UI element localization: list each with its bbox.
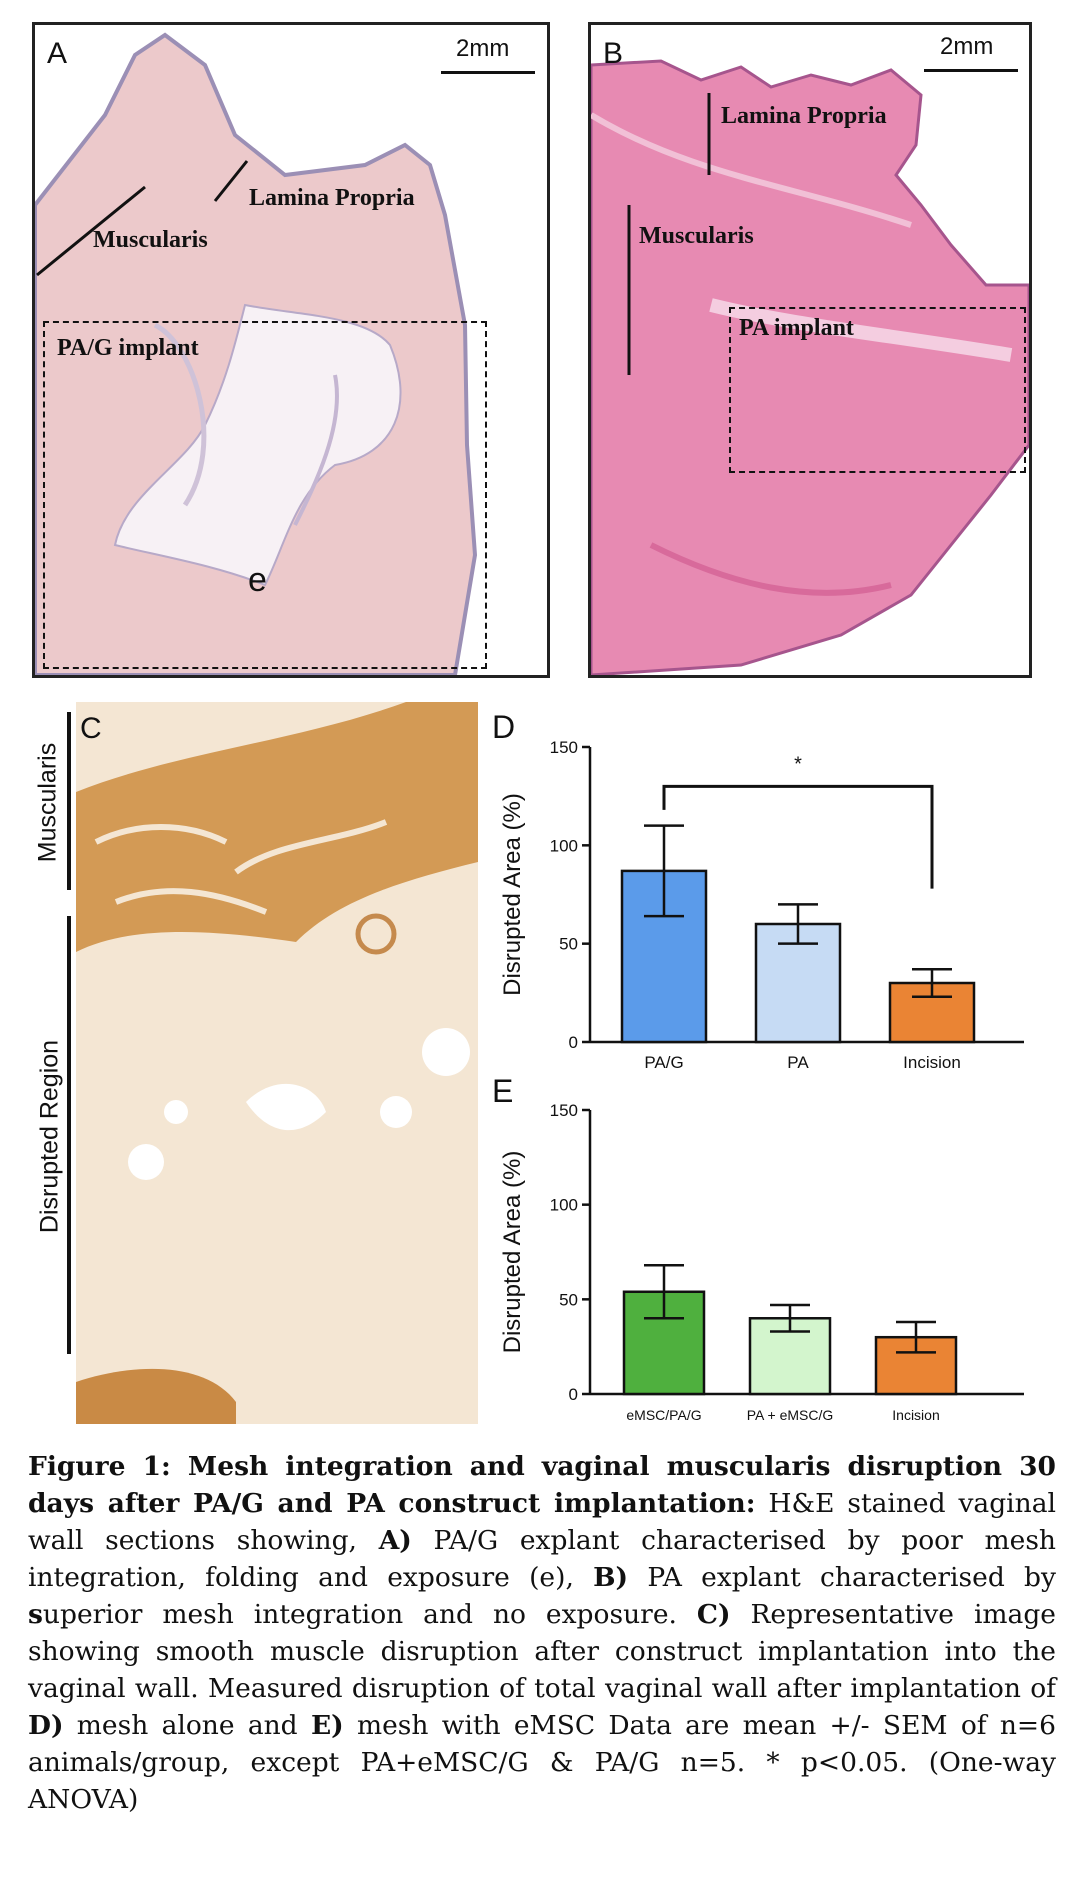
category-label-e-0: eMSC/PA/G — [626, 1407, 701, 1422]
panel-letter-e: E — [492, 1073, 513, 1109]
panel-letter-d: D — [492, 709, 515, 745]
muscularis-label-a: Muscularis — [93, 227, 208, 253]
panel-letter-c: C — [80, 712, 102, 745]
muscularis-side-label: Muscularis — [33, 742, 62, 863]
y-tick-label-d-3: 150 — [550, 738, 578, 757]
category-label-e-1: PA + eMSC/G — [747, 1407, 834, 1422]
significance-star-d: * — [794, 753, 802, 775]
panel-b-histology: B 2mm Lamina Propria Muscularis PA impla… — [588, 22, 1032, 678]
category-label-d-0: PA/G — [644, 1053, 683, 1070]
pa-implant-label: PA implant — [739, 315, 854, 341]
panel-letter-b: B — [603, 37, 624, 70]
y-tick-label-d-0: 0 — [569, 1033, 578, 1052]
y-tick-label-d-1: 50 — [559, 935, 578, 954]
y-tick-label-e-1: 50 — [559, 1290, 578, 1309]
panel-c-immunostain: C Muscularis Disrupted Region — [20, 702, 480, 1424]
significance-bracket-d — [662, 784, 934, 889]
implant-region-box-b — [729, 307, 1026, 473]
annotation-lines-a — [36, 160, 249, 277]
lamina-propria-label-b: Lamina Propria — [721, 103, 887, 129]
y-axis-label-e: Disrupted Area (%) — [499, 1151, 526, 1354]
muscularis-label-b: Muscularis — [639, 223, 754, 249]
chart-d: D 0 50 100 150 Disrupted Area (%) PA/G PA Incis… — [492, 709, 1024, 1070]
y-tick-label-e-3: 150 — [550, 1101, 578, 1120]
category-label-d-1: PA — [787, 1053, 809, 1070]
disrupted-region-bracket-line — [67, 916, 71, 1354]
scale-label-a: 2mm — [456, 35, 510, 62]
he-tissue-image-a — [35, 32, 478, 675]
y-axis-label-d: Disrupted Area (%) — [499, 793, 526, 996]
annotation-lines-b — [627, 93, 711, 375]
exposure-label: e — [248, 561, 267, 599]
figure-caption: Figure 1: Mesh integration and vaginal m… — [28, 1451, 1057, 1815]
he-tissue-image-b — [591, 59, 1029, 675]
y-tick-label-d-2: 100 — [550, 836, 578, 855]
scale-label-b: 2mm — [940, 33, 994, 60]
y-tick-label-e-0: 0 — [569, 1385, 578, 1404]
category-label-d-2: Incision — [903, 1053, 961, 1070]
lamina-propria-label-a: Lamina Propria — [249, 185, 415, 211]
immunostain-image-c — [76, 702, 478, 1424]
y-tick-label-e-2: 100 — [550, 1196, 578, 1215]
pa-g-implant-label: PA/G implant — [57, 335, 199, 361]
panel-a-histology: A 2mm Lamina Propria Muscularis PA/G imp… — [32, 22, 550, 678]
panel-letter-a: A — [47, 37, 68, 70]
scale-bar-a — [441, 71, 535, 74]
caption-title: Figure 1: Mesh integration and vaginal m… — [28, 1451, 1056, 1519]
chart-e: E 0 50 100 150 Disrupted Area (%) eMSC/PA/G PA… — [492, 1073, 1024, 1422]
category-label-e-2: Incision — [892, 1407, 939, 1422]
disrupted-region-side-label: Disrupted Region — [35, 1039, 64, 1234]
scale-bar-b — [924, 69, 1018, 72]
muscularis-bracket-line — [67, 712, 71, 890]
implant-region-box-a — [43, 321, 487, 669]
